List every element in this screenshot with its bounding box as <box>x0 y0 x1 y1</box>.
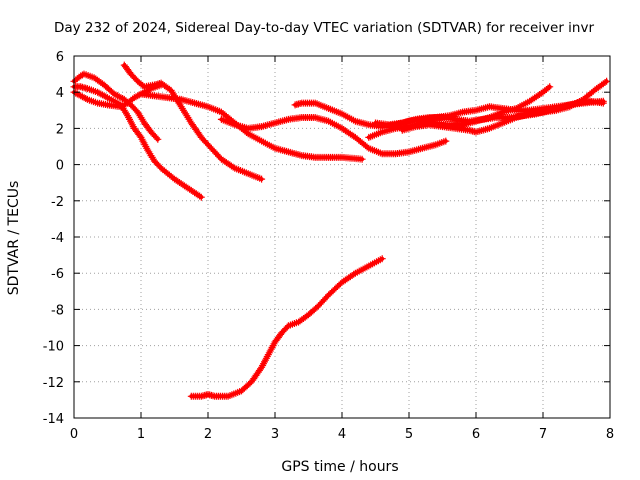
y-tick-label: -12 <box>43 376 64 391</box>
series-track-6 <box>217 114 450 158</box>
data-series <box>70 61 611 400</box>
series-point-markers <box>120 61 266 183</box>
y-tick-label: -2 <box>51 195 64 210</box>
x-tick-label: 6 <box>472 427 480 442</box>
x-axis-label: GPS time / hours <box>281 459 398 475</box>
x-tick-label: 7 <box>539 427 547 442</box>
y-tick-label: 0 <box>56 159 64 174</box>
x-tick-label: 5 <box>405 427 413 442</box>
series-point-markers <box>217 114 450 158</box>
series-track-11 <box>372 97 607 129</box>
x-tick-label: 4 <box>338 427 346 442</box>
y-tick-label: -8 <box>51 303 64 318</box>
y-tick-label: -6 <box>51 267 64 282</box>
x-tick-label: 0 <box>70 427 78 442</box>
axis-ticks: 0 1 2 3 4 5 6 7 8 -14 -12 -10 -8 -6 -4 -2 0 2 4 6 <box>43 50 614 442</box>
y-tick-label: 4 <box>56 86 64 101</box>
y-tick-label: -10 <box>43 340 64 355</box>
y-tick-label: 6 <box>56 50 64 65</box>
y-axis-label: SDTVAR / TECUs <box>6 181 22 296</box>
chart-title: Day 232 of 2024, Sidereal Day-to-day VTE… <box>54 20 594 36</box>
series-point-markers <box>187 255 386 400</box>
y-tick-label: 2 <box>56 122 64 137</box>
series-track-4 <box>120 61 266 183</box>
y-tick-label: -4 <box>51 231 64 246</box>
series-point-markers <box>372 97 607 129</box>
x-tick-label: 3 <box>271 427 279 442</box>
x-tick-label: 2 <box>204 427 212 442</box>
x-tick-label: 8 <box>606 427 614 442</box>
series-track-8 <box>187 255 386 400</box>
y-tick-label: -14 <box>43 412 64 427</box>
x-tick-label: 1 <box>137 427 145 442</box>
